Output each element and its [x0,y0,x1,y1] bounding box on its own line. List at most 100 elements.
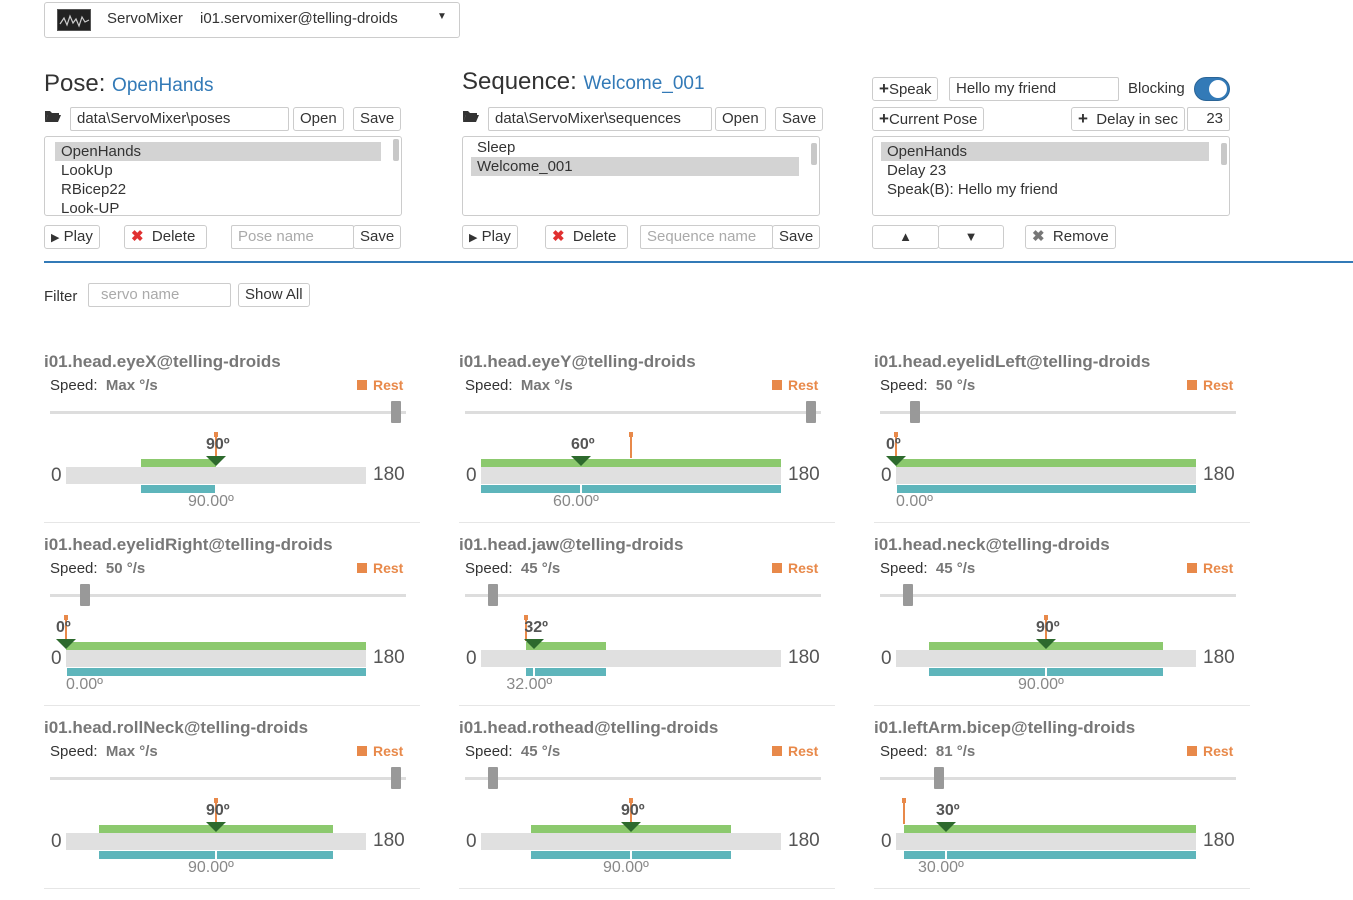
speed-slider-handle[interactable] [806,401,816,423]
limit-range-bar[interactable] [481,459,781,467]
speed-slider-handle[interactable] [909,401,920,423]
rest-button[interactable]: Rest [1187,377,1233,393]
service-selector[interactable]: ServoMixer i01.servomixer@telling-droids… [44,2,460,38]
speed-slider-handle[interactable] [391,401,401,423]
range-track[interactable] [481,833,781,850]
speed-slider-track[interactable] [465,777,821,780]
sequence-editor-list[interactable]: OpenHands Delay 23 Speak(B): Hello my fr… [872,136,1230,216]
sequence-delete-button[interactable]: ✖ Delete [545,225,628,249]
speed-slider-handle[interactable] [933,767,944,789]
sequence-open-button[interactable]: Open [715,107,766,131]
target-pointer-icon[interactable] [621,822,641,832]
speed-slider-track[interactable] [465,594,821,597]
target-pointer-icon[interactable] [936,822,956,832]
remove-step-button[interactable]: ✖ Remove [1025,225,1116,249]
delay-input[interactable]: 23 [1187,107,1230,131]
sequence-editor-scrollbar[interactable] [1221,143,1227,165]
rest-button[interactable]: Rest [357,377,403,393]
sequence-list-scrollbar[interactable] [811,143,817,165]
rest-button[interactable]: Rest [357,743,403,759]
speed-slider-track[interactable] [465,411,821,414]
pose-list[interactable]: OpenHands LookUp RBicep22 Look-UP [44,136,402,216]
pose-open-button[interactable]: Open [293,107,344,131]
range-track[interactable] [896,833,1196,850]
pose-name-input[interactable]: Pose name [231,225,354,249]
add-current-pose-button[interactable]: +Current Pose [872,107,985,131]
speak-text-input[interactable]: Hello my friend [949,77,1119,101]
servo-name: i01.head.neck@telling-droids [874,535,1110,554]
blocking-toggle[interactable] [1194,77,1230,101]
speed-slider-handle[interactable] [487,584,498,606]
limit-range-bar[interactable] [526,642,606,650]
pose-list-item[interactable]: LookUp [61,162,113,179]
target-pointer-icon[interactable] [524,639,545,649]
filter-servo-input[interactable]: servo name [88,283,231,307]
pose-list-item[interactable]: OpenHands [55,142,381,161]
play-icon: ▶ [469,232,478,244]
speed-slider-track[interactable] [50,411,406,414]
sequence-list-item[interactable]: Welcome_001 [471,157,799,176]
speed-slider-handle[interactable] [902,584,913,606]
range-max-label: 180 [788,464,820,485]
rest-button[interactable]: Rest [772,560,818,576]
target-pointer-icon[interactable] [206,456,226,466]
rest-button[interactable]: Rest [772,377,818,393]
sequence-name-save-button[interactable]: Save [772,225,821,249]
speed-slider-track[interactable] [50,594,406,597]
pose-list-item[interactable]: RBicep22 [61,181,127,198]
sequence-step-item[interactable]: Delay 23 [887,162,947,179]
pose-save-button[interactable]: Save [353,107,402,131]
speed-slider-track[interactable] [880,594,1236,597]
range-track[interactable] [66,467,366,484]
target-pointer-icon[interactable] [56,639,76,649]
move-down-button[interactable]: ▼ [938,225,1004,249]
speak-button[interactable]: +Speak [872,77,939,101]
rest-button[interactable]: Rest [357,560,403,576]
sequence-play-button[interactable]: ▶ Play [462,225,518,249]
range-track[interactable] [481,467,781,484]
range-track[interactable] [66,833,366,850]
rest-button[interactable]: Rest [1187,743,1233,759]
pose-play-button[interactable]: ▶ Play [44,225,100,249]
rest-marker [629,432,633,458]
show-all-button[interactable]: Show All [238,283,310,307]
pose-list-item[interactable]: Look-UP [61,200,120,216]
rest-button[interactable]: Rest [772,743,818,759]
sequence-step-item[interactable]: Speak(B): Hello my friend [887,181,1058,198]
add-delay-button[interactable]: + Delay in sec [1071,107,1185,131]
target-pointer-icon[interactable] [571,456,591,466]
range-track[interactable] [896,467,1196,484]
pose-path-input[interactable]: data\ServoMixer\poses [70,107,289,131]
limit-range-bar[interactable] [141,459,216,467]
speed-slider-handle[interactable] [391,767,401,789]
target-pointer-icon[interactable] [886,456,906,466]
limit-range-bar[interactable] [896,459,1196,467]
rest-button[interactable]: Rest [1187,560,1233,576]
speed-slider-handle[interactable] [487,767,498,789]
caret-down-icon[interactable]: ▼ [437,11,447,22]
speed-slider-track[interactable] [880,777,1236,780]
target-pointer-icon[interactable] [206,822,226,832]
sequence-save-button[interactable]: Save [775,107,824,131]
move-up-button[interactable]: ▲ [872,225,939,249]
pose-list-scrollbar[interactable] [393,139,399,161]
limit-range-bar[interactable] [904,825,1196,833]
speed-slider-track[interactable] [880,411,1236,414]
rest-marker [1044,615,1048,641]
range-track[interactable] [481,650,781,667]
sequence-step-item[interactable]: OpenHands [881,142,1209,161]
sequence-name-input[interactable]: Sequence name [640,225,773,249]
sequence-list[interactable]: Sleep Welcome_001 [462,136,820,216]
range-track[interactable] [66,650,366,667]
range-track[interactable] [896,650,1196,667]
target-pointer-icon[interactable] [1036,639,1056,649]
speed-slider-track[interactable] [50,777,406,780]
pose-delete-button[interactable]: ✖ Delete [124,225,207,249]
position-tick [580,485,582,493]
sequence-list-item[interactable]: Sleep [477,139,516,156]
pose-name-save-button[interactable]: Save [353,225,402,249]
position-value-label: 90.00º [603,859,649,876]
limit-range-bar[interactable] [66,642,366,650]
speed-slider-handle[interactable] [79,584,90,606]
sequence-path-input[interactable]: data\ServoMixer\sequences [488,107,712,131]
